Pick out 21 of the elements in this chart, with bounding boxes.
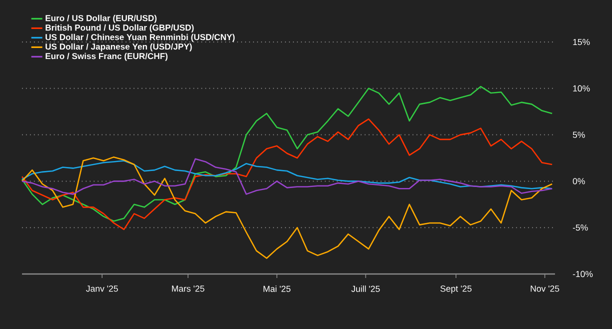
line-series (21, 118, 553, 230)
x-tick-label: Nov '25 (530, 286, 560, 292)
x-tick-label: Mars '25 (172, 286, 204, 292)
legend-label: US Dollar / Chinese Yuan Renminbi (USD/CNY) (46, 34, 235, 42)
line-series (21, 158, 553, 195)
x-tick-label: Mai '25 (264, 286, 290, 292)
y-tick-label: -10% (572, 270, 593, 278)
y-tick-label: 15% (573, 38, 590, 46)
x-tick-label: Sept '25 (440, 286, 472, 294)
legend-label: Euro / US Dollar (EUR/USD) (46, 14, 157, 23)
legend-label: US Dollar / Japanese Yen (USD/JPY) (46, 43, 192, 52)
y-tick-label: -5% (572, 224, 588, 231)
x-tick-label: Juill '25 (351, 286, 380, 292)
y-tick-label: 5% (572, 132, 585, 138)
x-tick-label: Janv '25 (86, 286, 118, 292)
y-tick-label: 0% (572, 178, 585, 184)
line-series (21, 156, 553, 259)
legend-label: Euro / Swiss Franc (EUR/CHF) (46, 52, 168, 61)
legend-label: British Pound / US Dollar (GBP/USD) (46, 24, 194, 32)
line-series (21, 86, 553, 222)
y-tick-label: 10% (573, 85, 590, 92)
